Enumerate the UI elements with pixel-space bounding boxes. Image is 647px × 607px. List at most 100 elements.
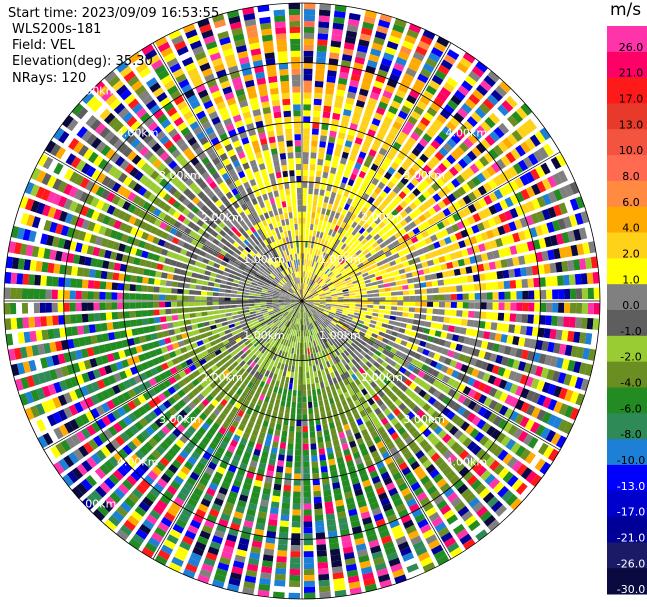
velocity-gate: [415, 45, 428, 56]
velocity-gate: [326, 280, 332, 285]
velocity-gate: [218, 412, 227, 421]
velocity-gate: [141, 310, 148, 317]
velocity-gate: [242, 432, 250, 440]
velocity-gate: [324, 277, 330, 283]
velocity-gate: [288, 437, 294, 444]
velocity-gate: [206, 291, 213, 296]
velocity-gate: [303, 503, 312, 510]
velocity-gate: [371, 241, 379, 248]
velocity-gate: [256, 468, 265, 476]
velocity-gate: [582, 242, 591, 255]
velocity-gate: [352, 451, 361, 460]
velocity-gate: [211, 579, 225, 589]
velocity-gate: [318, 290, 324, 294]
velocity-gate: [171, 459, 182, 469]
velocity-gate: [358, 554, 370, 563]
velocity-gate: [459, 449, 470, 460]
velocity-gate: [113, 452, 124, 464]
velocity-gate: [425, 534, 438, 545]
velocity-gate: [249, 497, 259, 505]
velocity-gate: [337, 248, 343, 255]
velocity-gate: [484, 456, 496, 468]
velocity-gate: [303, 265, 306, 272]
velocity-gate: [165, 308, 172, 315]
velocity-gate: [350, 323, 357, 328]
velocity-gate: [405, 67, 417, 78]
velocity-gate: [407, 425, 417, 435]
velocity-gate: [251, 454, 260, 462]
velocity-gate: [332, 244, 338, 251]
velocity-gate: [335, 420, 342, 428]
velocity-gate: [242, 307, 249, 310]
velocity-gate: [551, 315, 558, 326]
velocity-gate: [307, 303, 313, 307]
velocity-gate: [398, 228, 407, 236]
velocity-gate: [434, 151, 445, 161]
velocity-gate: [415, 434, 425, 444]
velocity-gate: [297, 336, 300, 343]
velocity-gate: [313, 314, 318, 320]
velocity-gate: [358, 219, 366, 227]
velocity-gate: [402, 307, 410, 312]
velocity-gate: [343, 170, 351, 179]
velocity-gate: [534, 458, 546, 471]
velocity-gate: [557, 372, 567, 384]
velocity-gate: [52, 315, 59, 326]
velocity-gate: [498, 212, 508, 223]
velocity-gate: [308, 354, 311, 361]
velocity-gate: [308, 182, 314, 189]
velocity-gate: [109, 492, 122, 504]
velocity-gate: [318, 291, 325, 295]
velocity-gate: [437, 64, 450, 76]
velocity-gate: [318, 219, 323, 226]
velocity-gate: [153, 482, 165, 493]
velocity-gate: [398, 131, 408, 141]
velocity-gate: [180, 465, 191, 476]
velocity-gate: [378, 573, 391, 583]
velocity-gate: [440, 228, 449, 237]
velocity-gate: [228, 357, 236, 365]
velocity-gate: [412, 319, 420, 325]
velocity-gate: [449, 474, 461, 486]
velocity-gate: [361, 294, 368, 298]
velocity-gate: [447, 349, 455, 358]
velocity-gate: [494, 85, 508, 98]
velocity-gate: [502, 169, 513, 181]
velocity-gate: [397, 441, 407, 451]
velocity-gate: [394, 398, 403, 407]
velocity-gate: [326, 447, 334, 454]
velocity-gate: [424, 274, 432, 281]
velocity-gate: [299, 324, 301, 331]
velocity-gate: [313, 297, 320, 300]
velocity-gate: [327, 178, 334, 186]
velocity-gate: [520, 401, 530, 414]
velocity-gate: [327, 281, 333, 286]
velocity-gate: [322, 202, 328, 209]
velocity-gate: [343, 332, 350, 339]
velocity-gate: [441, 218, 451, 227]
velocity-gate: [360, 120, 370, 129]
velocity-gate: [278, 411, 284, 419]
velocity-gate: [508, 221, 517, 232]
velocity-gate: [324, 501, 334, 509]
velocity-gate: [323, 165, 330, 173]
velocity-gate: [152, 433, 162, 444]
velocity-gate: [227, 444, 236, 453]
velocity-gate: [307, 297, 314, 300]
velocity-gate: [305, 318, 308, 325]
velocity-gate: [296, 324, 299, 331]
velocity-gate: [245, 569, 258, 578]
velocity-gate: [390, 563, 403, 573]
velocity-gate: [302, 301, 304, 307]
velocity-gate: [153, 302, 160, 308]
velocity-gate: [416, 346, 425, 354]
velocity-gate: [170, 480, 181, 491]
velocity-gate: [105, 312, 113, 321]
velocity-gate: [196, 384, 204, 392]
velocity-gate: [227, 320, 234, 325]
velocity-gate: [300, 306, 302, 313]
velocity-gate: [307, 395, 312, 403]
velocity-gate: [480, 302, 487, 310]
velocity-gate: [319, 317, 324, 322]
velocity-gate: [306, 378, 311, 385]
